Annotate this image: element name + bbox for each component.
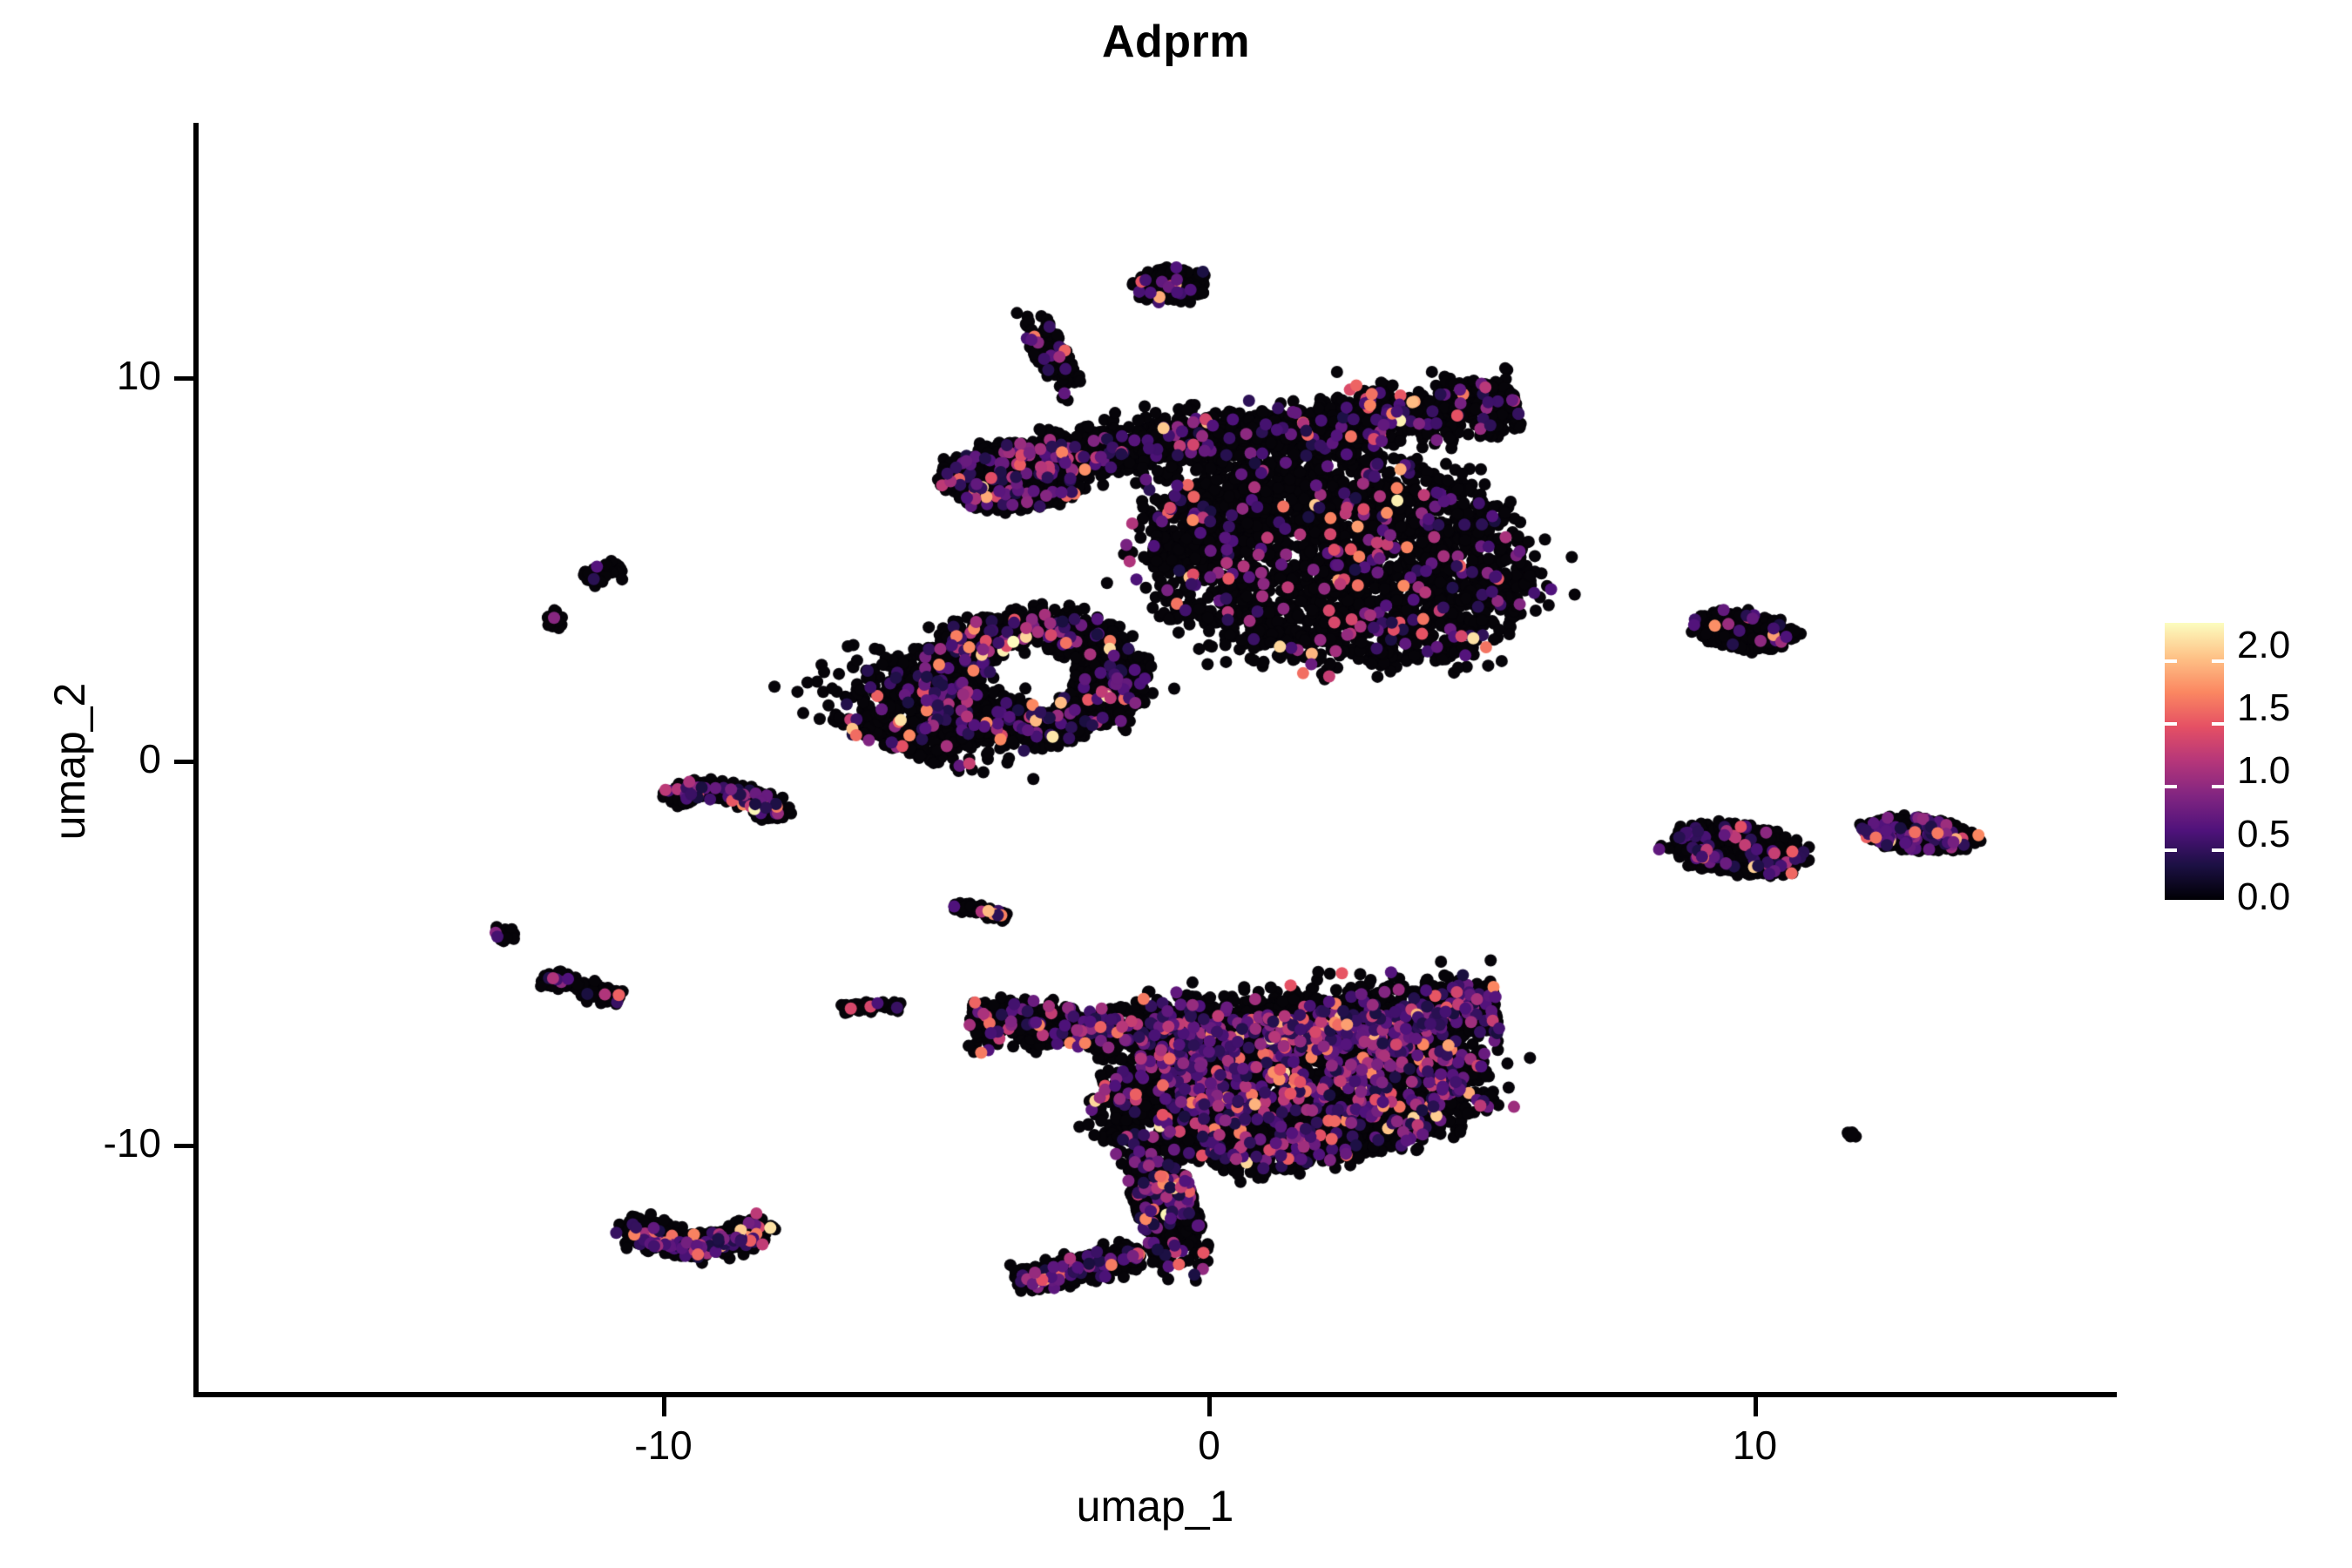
colorbar-tick-label: 0.5 [2237, 812, 2291, 855]
plot-panel [196, 122, 2117, 1396]
x-tick-mark [1753, 1397, 1758, 1416]
y-axis-line [193, 123, 199, 1396]
colorbar-tick-label: 1.5 [2237, 686, 2291, 730]
y-tick-label: -10 [103, 1119, 161, 1166]
x-tick-mark [1207, 1397, 1212, 1416]
scatter-plot-canvas [196, 122, 2117, 1396]
colorbar-tick-mark [2212, 659, 2224, 663]
x-tick-label: 10 [1732, 1423, 1778, 1468]
y-tick-mark [174, 375, 193, 381]
y-tick-mark [174, 760, 193, 764]
x-axis-line [193, 1392, 2117, 1397]
colorbar-tick-mark [2165, 848, 2177, 852]
colorbar-tick-label: 1.0 [2237, 749, 2291, 793]
y-tick-mark [174, 1143, 193, 1148]
x-tick-label: 0 [1198, 1423, 1220, 1468]
colorbar-legend: 2.0 1.5 1.0 0.5 0.0 [2160, 610, 2335, 923]
colorbar-tick-label: 2.0 [2237, 623, 2291, 666]
y-tick-label: 10 [116, 352, 161, 398]
colorbar-tick-mark [2212, 848, 2224, 852]
x-axis-title: umap_1 [1076, 1482, 1234, 1531]
colorbar-tick-mark [2165, 785, 2177, 789]
y-axis-title: umap_2 [45, 682, 94, 841]
page-title: Adprm [1101, 17, 1251, 67]
x-tick-mark [661, 1397, 666, 1416]
y-tick-label: 0 [139, 736, 161, 781]
colorbar-tick-mark [2165, 722, 2177, 727]
x-tick-label: -10 [634, 1423, 693, 1468]
colorbar-tick-mark [2212, 785, 2224, 789]
colorbar-gradient [2165, 623, 2224, 900]
colorbar-tick-mark [2212, 722, 2224, 727]
colorbar-tick-label: 0.0 [2237, 875, 2291, 918]
colorbar-tick-mark [2165, 659, 2177, 663]
